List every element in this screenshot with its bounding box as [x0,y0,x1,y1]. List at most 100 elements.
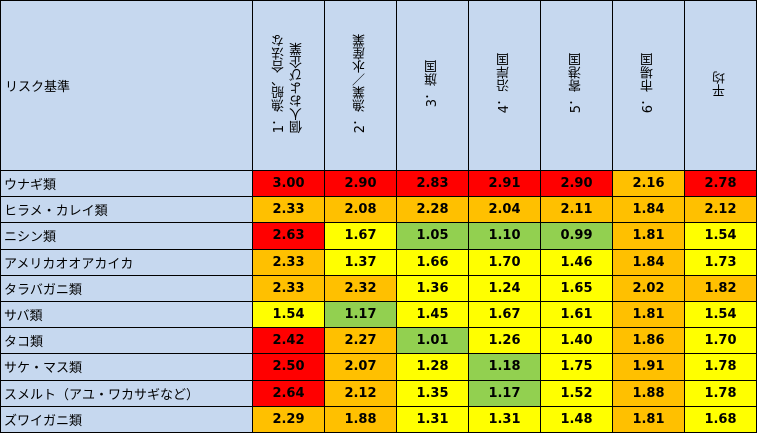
table-row: ヒラメ・カレイ類 2.33 2.08 2.28 2.04 2.11 1.84 2.12 [0,196,757,224]
table-row: サバ類 1.54 1.17 1.45 1.67 1.61 1.81 1.54 [0,300,757,329]
column-header-label: 平均 [712,70,728,97]
column-header-4: 4．沿岸国 [468,0,541,171]
corner-label: リスク基準 [0,0,253,171]
table-row: タコ類 2.42 2.27 1.01 1.26 1.40 1.86 1.70 [0,327,757,355]
heatmap-cell: 2.83 [396,169,469,198]
heatmap-cell: 1.05 [396,222,469,250]
column-header-label: 6．市場国 [640,53,656,114]
heatmap-cell: 2.04 [468,196,541,224]
heatmap-cell: 1.52 [540,379,613,407]
column-header-label: 2．漁業／水産業 [352,33,368,134]
heatmap-cell: 1.18 [468,353,541,381]
heatmap-cell: 2.32 [324,274,397,302]
heatmap-cell: 0.99 [540,222,613,250]
heatmap-cell: 2.12 [324,379,397,407]
heatmap-cell: 1.24 [468,274,541,302]
heatmap-cell: 2.02 [612,274,685,302]
table-row: スメルト（アユ・ワカサギなど） 2.64 2.12 1.35 1.17 1.52 1.88 1… [0,379,757,407]
table-row: タラバガニ類 2.33 2.32 1.36 1.24 1.65 2.02 1.82 [0,274,757,302]
heatmap-cell: 1.45 [396,300,469,329]
heatmap-cell: 1.78 [684,379,757,407]
heatmap-cell: 2.11 [540,196,613,224]
heatmap-cell: 1.66 [396,248,469,276]
heatmap-cell: 2.63 [252,222,325,250]
heatmap-cell: 1.70 [468,248,541,276]
row-label: サケ・マス類 [0,353,253,381]
heatmap-cell: 1.54 [684,222,757,250]
heatmap-cell: 2.33 [252,196,325,224]
heatmap-cell: 1.31 [468,405,541,433]
heatmap-cell: 1.40 [540,327,613,355]
heatmap-cell: 1.01 [396,327,469,355]
heatmap-cell: 1.54 [684,300,757,329]
row-label: サバ類 [0,300,253,329]
heatmap-cell: 1.31 [396,405,469,433]
heatmap-cell: 2.27 [324,327,397,355]
heatmap-body: ウナギ類 3.00 2.90 2.83 2.91 2.90 2.16 2.78 ヒラメ・カレイ類… [0,169,757,433]
column-header-1: 1．漁船、合法な 個人および企業 [252,0,325,171]
column-header-3: 3．旗国 [396,0,469,171]
row-label: タラバガニ類 [0,274,253,302]
heatmap-cell: 1.91 [612,353,685,381]
heatmap-cell: 1.67 [324,222,397,250]
heatmap-cell: 2.28 [396,196,469,224]
heatmap-cell: 1.61 [540,300,613,329]
column-header-label: 1．漁船、合法な 個人および企業 [271,33,305,134]
column-header-label: 4．沿岸国 [496,53,512,114]
row-label: スメルト（アユ・ワカサギなど） [0,379,253,407]
header-row: リスク基準 1．漁船、合法な 個人および企業 2．漁業／水産業 3．旗国 4．沿岸国 5… [0,0,757,171]
heatmap-cell: 1.28 [396,353,469,381]
heatmap-cell: 2.78 [684,169,757,198]
row-label: タコ類 [0,327,253,355]
heatmap-cell: 1.68 [684,405,757,433]
heatmap-cell: 1.67 [468,300,541,329]
heatmap-cell: 2.12 [684,196,757,224]
table-row: ウナギ類 3.00 2.90 2.83 2.91 2.90 2.16 2.78 [0,169,757,198]
row-label: ニシン類 [0,222,253,250]
column-header-2: 2．漁業／水産業 [324,0,397,171]
table-row: ニシン類 2.63 1.67 1.05 1.10 0.99 1.81 1.54 [0,222,757,250]
heatmap-cell: 1.36 [396,274,469,302]
column-header-6: 6．市場国 [612,0,685,171]
heatmap-cell: 1.82 [684,274,757,302]
heatmap-cell: 2.07 [324,353,397,381]
heatmap-cell: 1.86 [612,327,685,355]
heatmap-cell: 3.00 [252,169,325,198]
heatmap-cell: 1.75 [540,353,613,381]
row-label: ヒラメ・カレイ類 [0,196,253,224]
column-header-label: 5．寄港国 [568,53,584,114]
heatmap-cell: 2.90 [324,169,397,198]
heatmap-cell: 1.70 [684,327,757,355]
heatmap-cell: 1.88 [324,405,397,433]
heatmap-cell: 1.78 [684,353,757,381]
heatmap-cell: 2.64 [252,379,325,407]
column-header-label: 3．旗国 [424,59,440,108]
heatmap-cell: 1.17 [324,300,397,329]
column-header-7: 平均 [684,0,757,171]
heatmap-cell: 2.08 [324,196,397,224]
heatmap-cell: 1.81 [612,222,685,250]
column-header-5: 5．寄港国 [540,0,613,171]
heatmap-cell: 1.37 [324,248,397,276]
heatmap-cell: 1.35 [396,379,469,407]
heatmap-cell: 1.17 [468,379,541,407]
heatmap-cell: 1.54 [252,300,325,329]
heatmap-cell: 1.65 [540,274,613,302]
heatmap-cell: 1.26 [468,327,541,355]
heatmap-cell: 1.10 [468,222,541,250]
heatmap-cell: 1.84 [612,196,685,224]
row-label: ウナギ類 [0,169,253,198]
heatmap-cell: 2.16 [612,169,685,198]
heatmap-cell: 1.88 [612,379,685,407]
heatmap-cell: 2.90 [540,169,613,198]
heatmap-cell: 2.42 [252,327,325,355]
heatmap-cell: 1.81 [612,300,685,329]
row-label: ズワイガニ類 [0,405,253,433]
heatmap-cell: 1.84 [612,248,685,276]
heatmap-cell: 1.48 [540,405,613,433]
heatmap-cell: 2.50 [252,353,325,381]
heatmap-cell: 1.81 [612,405,685,433]
heatmap-cell: 2.33 [252,248,325,276]
heatmap-cell: 2.29 [252,405,325,433]
